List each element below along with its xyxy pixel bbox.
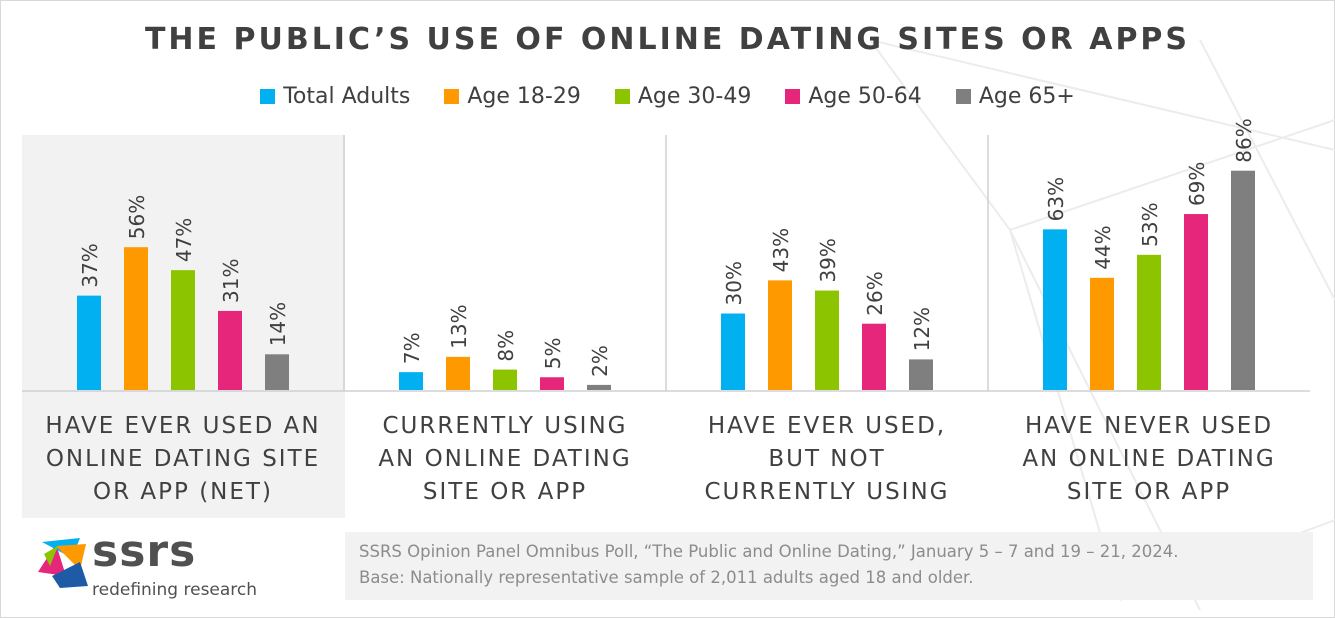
legend-item: Age 50-64 [785,84,922,109]
data-label: 86% [1232,118,1256,162]
legend-swatch [260,89,276,104]
category-label-line: CURRENTLY USING [382,413,628,439]
data-label: 44% [1091,225,1115,269]
data-label: 53% [1138,202,1162,246]
category-label-line: HAVE NEVER USED [1024,413,1274,439]
bar [587,384,611,390]
data-label: 56% [125,195,149,239]
legend-label: Age 30-49 [637,84,752,109]
category-label-line: HAVE EVER USED, [707,413,947,439]
category-label-line: OR APP (NET) [93,479,273,505]
data-label: 47% [172,218,196,262]
legend-item: Age 18-29 [444,84,581,109]
data-label: 2% [588,345,612,377]
bar [77,295,101,390]
category-label-line: ONLINE DATING SITE [45,446,321,472]
data-label: 37% [78,243,102,287]
category-label-line: HAVE EVER USED AN [45,413,321,439]
category-label-line: BUT NOT [768,446,886,472]
category-label-line: SITE OR APP [1066,479,1232,505]
chart-title: THE PUBLIC’S USE OF ONLINE DATING SITES … [144,22,1191,57]
bar [721,313,745,390]
legend-item: Age 30-49 [614,84,752,109]
legend-swatch [955,89,971,104]
bar [862,323,886,390]
category-label-line: AN ONLINE DATING [1022,446,1276,472]
category-label-line: SITE OR APP [422,479,588,505]
data-label: 69% [1185,162,1209,206]
data-label: 30% [722,261,746,305]
category-label: HAVE NEVER USED AN ONLINE DATING SITE OR A… [989,410,1309,509]
logo-tagline: redefining research [92,580,258,600]
ssrs-logo: ssrs redefining research [36,526,266,602]
legend-label: Age 50-64 [808,84,922,109]
bar [540,377,564,390]
data-label: 13% [447,304,471,348]
data-label: 26% [863,271,887,315]
legend-swatch [444,89,460,104]
footnote: SSRS Opinion Panel Omnibus Poll, “The Pu… [345,532,1313,600]
data-label: 31% [219,258,243,302]
category-label: HAVE EVER USED AN ONLINE DATING SITE OR AP… [23,410,343,509]
legend: Total Adults Age 18-29 Age 30-49 Age 50-64 A… [0,84,1335,109]
legend-label: Age 18-29 [467,84,581,109]
category-label: CURRENTLY USING AN ONLINE DATING SITE OR A… [345,410,665,509]
footnote-base: Base: Nationally representative sample o… [359,568,974,587]
category-label: HAVE EVER USED, BUT NOT CURRENTLY USING [667,410,987,509]
bar [171,270,195,390]
bar [1043,229,1067,390]
bar [909,359,933,390]
bar [768,280,792,390]
logo-mark-icon [38,538,88,588]
bar [399,372,423,390]
legend-label: Age 65+ [978,84,1075,109]
data-label: 14% [266,302,290,346]
data-label: 63% [1044,177,1068,221]
data-label: 39% [816,238,840,282]
legend-label: Total Adults [283,84,411,109]
legend-item: Age 65+ [955,84,1075,109]
data-label: 5% [541,338,565,370]
bar [1137,254,1161,390]
bar [218,310,242,390]
data-label: 8% [494,330,518,362]
footnote-source: SSRS Opinion Panel Omnibus Poll, “The Pu… [359,542,1179,561]
bar [124,247,148,390]
data-label: 12% [910,307,934,351]
legend-swatch [785,89,801,104]
bar [815,290,839,390]
logo-wordmark: ssrs [92,526,197,577]
bar [446,356,470,390]
bar [493,369,517,390]
legend-swatch [614,89,630,104]
data-label: 43% [769,228,793,272]
bar [265,354,289,390]
data-label: 7% [400,332,424,364]
bar [1184,214,1208,390]
bar [1090,277,1114,390]
legend-item: Total Adults [260,84,410,109]
bar [1231,170,1255,390]
category-label-line: CURRENTLY USING [704,479,950,505]
category-label-line: AN ONLINE DATING [378,446,632,472]
